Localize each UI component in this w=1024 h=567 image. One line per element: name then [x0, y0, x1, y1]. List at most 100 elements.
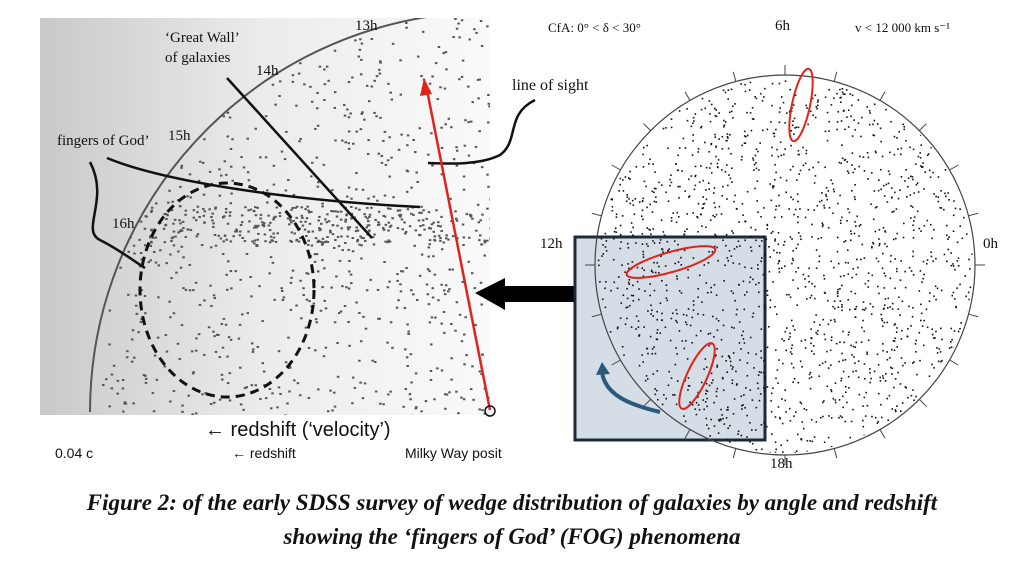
galaxy-point	[628, 279, 631, 281]
galaxy-point	[810, 350, 813, 352]
galaxy-point	[108, 343, 111, 346]
galaxy-point	[665, 127, 667, 129]
galaxy-point	[246, 171, 250, 174]
galaxy-point	[665, 284, 668, 287]
galaxy-point	[247, 209, 250, 212]
galaxy-point	[771, 104, 773, 107]
galaxy-point	[675, 403, 678, 406]
galaxy-point	[808, 377, 811, 380]
galaxy-point	[137, 331, 140, 334]
galaxy-point	[837, 111, 840, 113]
galaxy-point	[313, 253, 317, 256]
galaxy-point	[324, 307, 328, 310]
galaxy-point	[776, 251, 778, 254]
galaxy-point	[684, 147, 687, 149]
galaxy-point	[390, 98, 394, 101]
galaxy-point	[843, 109, 845, 112]
galaxy-point	[710, 291, 713, 294]
galaxy-point	[804, 285, 807, 288]
galaxy-point	[931, 333, 934, 336]
galaxy-point	[343, 304, 347, 307]
galaxy-point	[860, 258, 862, 261]
hour-label-0h: 0h	[983, 236, 999, 252]
galaxy-point	[925, 262, 928, 265]
galaxy-point	[752, 159, 755, 161]
hour-tick	[684, 429, 691, 439]
galaxy-point	[333, 91, 337, 94]
galaxy-point	[770, 410, 773, 413]
galaxy-point	[967, 291, 970, 294]
galaxy-point	[796, 304, 798, 306]
galaxy-point	[247, 230, 250, 233]
galaxy-point	[289, 281, 293, 284]
galaxy-point	[926, 154, 929, 157]
galaxy-point	[749, 336, 752, 339]
galaxy-point	[360, 244, 363, 247]
fog-highlight-left	[625, 245, 717, 279]
galaxy-point	[638, 288, 640, 290]
galaxy-point	[346, 226, 350, 229]
galaxy-point	[884, 275, 887, 277]
axis-label-mid: ← redshift	[232, 445, 296, 461]
galaxy-point	[616, 287, 619, 290]
galaxy-point	[410, 289, 413, 292]
galaxy-point	[744, 83, 746, 86]
galaxy-point	[251, 350, 255, 353]
galaxy-point	[758, 245, 761, 248]
galaxy-point	[194, 412, 198, 415]
galaxy-point	[866, 152, 869, 154]
galaxy-point	[704, 107, 707, 110]
galaxy-point	[784, 265, 786, 267]
galaxy-point	[827, 226, 830, 229]
galaxy-point	[878, 179, 880, 182]
galaxy-point	[791, 124, 794, 127]
galaxy-point	[893, 386, 895, 389]
galaxy-point	[667, 200, 670, 203]
galaxy-point	[286, 402, 289, 405]
galaxy-point	[893, 340, 896, 342]
galaxy-point	[710, 418, 712, 421]
galaxy-point	[726, 257, 729, 259]
galaxy-point	[823, 274, 825, 277]
galaxy-point	[630, 326, 633, 328]
galaxy-point	[643, 180, 646, 183]
galaxy-point	[732, 105, 734, 107]
galaxy-point	[902, 123, 905, 126]
galaxy-point	[728, 249, 731, 252]
galaxy-point	[366, 224, 370, 227]
galaxy-point	[687, 268, 689, 271]
galaxy-point	[241, 313, 244, 316]
galaxy-point	[105, 378, 108, 381]
galaxy-point	[770, 392, 773, 395]
galaxy-point	[957, 330, 960, 333]
galaxy-point	[926, 259, 929, 261]
galaxy-point	[404, 230, 408, 233]
galaxy-point	[361, 397, 365, 400]
galaxy-point	[602, 244, 604, 246]
galaxy-point	[611, 205, 614, 208]
galaxy-point	[715, 354, 717, 357]
galaxy-point	[649, 158, 651, 161]
galaxy-point	[873, 119, 876, 122]
galaxy-point	[195, 337, 198, 340]
galaxy-point	[429, 369, 433, 372]
galaxy-point	[112, 364, 116, 367]
galaxy-point	[638, 364, 641, 367]
fingers-of-god-label: fingers of God’	[57, 133, 149, 149]
galaxy-point	[722, 389, 725, 391]
galaxy-point	[730, 255, 733, 257]
galaxy-point	[762, 273, 765, 276]
galaxy-point	[399, 93, 403, 96]
galaxy-point	[730, 152, 732, 155]
galaxy-point	[884, 380, 887, 382]
galaxy-point	[852, 345, 855, 348]
galaxy-point	[461, 59, 465, 62]
galaxy-point	[707, 261, 710, 264]
galaxy-point	[751, 118, 754, 120]
galaxy-point	[480, 303, 483, 306]
galaxy-point	[399, 213, 403, 216]
galaxy-point	[416, 180, 419, 183]
galaxy-point	[440, 146, 444, 149]
galaxy-point	[721, 195, 724, 197]
galaxy-point	[830, 319, 832, 322]
